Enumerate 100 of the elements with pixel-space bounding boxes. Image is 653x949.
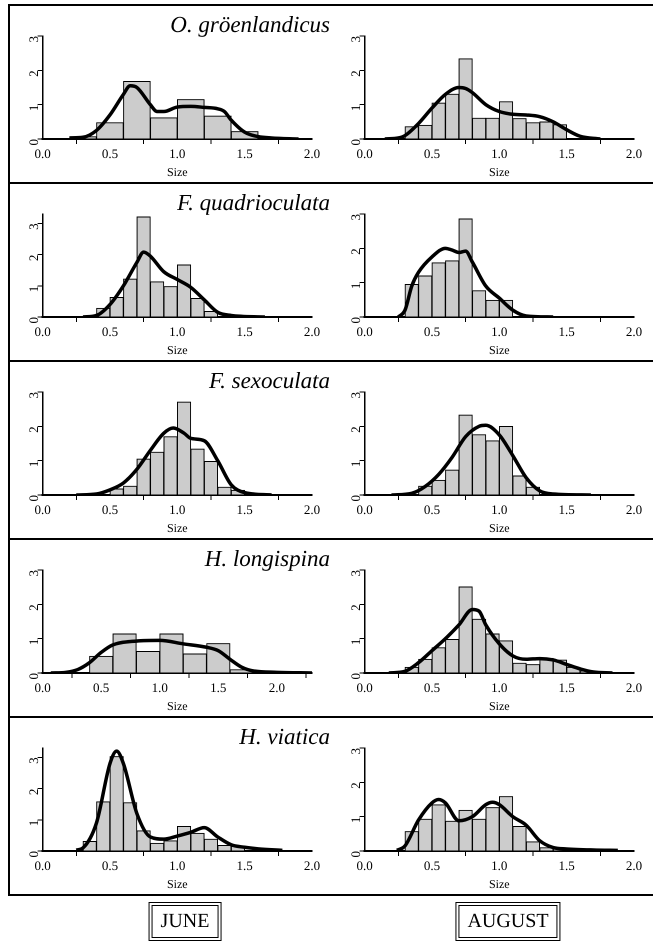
chart-title: H. viatica (239, 724, 330, 750)
y-tick-label: 1 (26, 286, 42, 292)
x-tick-label: 1.0 (169, 858, 186, 874)
x-tick-label: 1.5 (558, 324, 575, 340)
x-tick-label: 0.0 (34, 324, 51, 340)
x-tick-label: 0.0 (356, 680, 373, 696)
y-tick-label: 1 (26, 460, 42, 468)
x-tick-label: 0.0 (356, 324, 373, 340)
y-tick-label: 1 (348, 816, 364, 824)
y-tick-label: 1 (348, 638, 364, 646)
x-axis-title: Size (488, 520, 510, 535)
x-axis-title: Size (488, 342, 510, 357)
chart-title: H. longispina (204, 546, 330, 572)
chart-title: F. sexoculata (209, 368, 330, 394)
y-tick-label: 2 (348, 426, 364, 433)
x-tick-label: 1.5 (558, 680, 575, 696)
x-tick-label: 0.5 (424, 858, 440, 874)
chart-title: O. gröenlandicus (170, 12, 330, 38)
x-tick-label: 2.0 (268, 680, 285, 696)
x-tick-label: 0.5 (102, 858, 118, 874)
y-tick-label: 2 (348, 604, 364, 611)
x-tick-label: 0.0 (356, 858, 373, 874)
x-tick-label: 2.0 (626, 324, 642, 340)
x-tick-label: 0.0 (356, 502, 373, 518)
y-tick-label: 0 (348, 139, 364, 146)
y-tick-label: 3 (26, 757, 42, 764)
y-tick-label: 1 (348, 104, 364, 112)
x-tick-label: 0.0 (356, 146, 373, 162)
y-tick-label: 2 (26, 788, 42, 796)
x-tick-label: 1.0 (169, 502, 186, 518)
x-tick-label: 2.0 (626, 146, 642, 162)
x-tick-label: 1.5 (236, 502, 253, 518)
y-tick-label: 2 (26, 426, 42, 433)
x-tick-label: 1.5 (236, 324, 253, 340)
x-tick-label: 1.5 (236, 858, 253, 874)
x-tick-label: 0.5 (93, 680, 110, 696)
x-tick-label: 1.0 (491, 324, 508, 340)
x-tick-label: 0.5 (424, 502, 440, 518)
x-tick-label: 1.5 (210, 680, 226, 696)
x-tick-label: 2.0 (304, 502, 320, 518)
y-tick-label: 3 (26, 223, 42, 230)
x-tick-label: 0.5 (102, 502, 118, 518)
y-tick-label: 2 (26, 604, 42, 611)
x-tick-label: 0.5 (102, 146, 118, 162)
x-tick-label: 0.5 (424, 324, 440, 340)
y-tick-label: 2 (348, 70, 364, 77)
x-tick-label: 1.0 (169, 324, 186, 340)
y-tick-label: 0 (26, 673, 42, 680)
x-tick-label: 2.0 (626, 858, 642, 874)
x-tick-label: 1.5 (236, 146, 253, 162)
x-tick-label: 1.5 (558, 146, 575, 162)
y-tick-label: 3 (348, 570, 364, 576)
y-tick-label: 0 (348, 673, 364, 680)
x-tick-label: 1.0 (169, 146, 186, 162)
x-tick-label: 1.0 (491, 858, 508, 874)
x-tick-label: 1.5 (558, 502, 575, 518)
y-tick-label: 0 (348, 851, 364, 858)
x-tick-label: 0.5 (424, 680, 440, 696)
x-tick-label: 2.0 (304, 858, 320, 874)
y-tick-label: 2 (26, 70, 42, 77)
y-tick-label: 1 (348, 460, 364, 468)
x-tick-label: 1.5 (558, 858, 575, 874)
x-axis-title: Size (166, 342, 188, 357)
y-tick-label: 3 (26, 392, 42, 398)
x-tick-label: 1.0 (152, 680, 168, 696)
x-tick-label: 1.0 (491, 146, 508, 162)
y-tick-label: 0 (26, 139, 42, 146)
y-tick-label: 0 (348, 317, 364, 324)
y-tick-label: 1 (26, 820, 42, 826)
y-tick-label: 1 (26, 104, 42, 112)
x-tick-label: 2.0 (304, 146, 320, 162)
x-axis-title: Size (166, 876, 188, 891)
x-axis-title: Size (166, 698, 188, 713)
x-axis-title: Size (166, 164, 188, 179)
x-tick-label: 0.0 (34, 680, 51, 696)
x-tick-label: 0.0 (34, 502, 51, 518)
y-tick-label: 0 (26, 317, 42, 324)
y-tick-label: 3 (26, 570, 42, 576)
y-tick-label: 2 (26, 254, 42, 262)
y-tick-label: 3 (348, 748, 364, 754)
y-tick-label: 3 (348, 392, 364, 398)
x-tick-label: 0.0 (34, 858, 51, 874)
x-tick-label: 0.5 (424, 146, 440, 162)
text: JUNE (148, 902, 222, 941)
chart-title: F. quadrioculata (177, 190, 330, 216)
x-tick-label: 2.0 (304, 324, 320, 340)
y-tick-label: 3 (26, 36, 42, 42)
x-axis-title: Size (166, 520, 188, 535)
text: AUGUST (455, 902, 561, 941)
x-tick-label: 1.0 (491, 502, 508, 518)
y-tick-label: 3 (348, 36, 364, 42)
x-axis-title: Size (488, 698, 510, 713)
y-tick-label: 0 (348, 495, 364, 502)
y-tick-label: 2 (348, 248, 364, 255)
y-tick-label: 1 (348, 282, 364, 290)
y-tick-label: 0 (26, 851, 42, 858)
y-tick-label: 2 (348, 782, 364, 789)
y-tick-label: 3 (348, 214, 364, 220)
x-tick-label: 2.0 (626, 680, 642, 696)
y-tick-label: 1 (26, 638, 42, 646)
